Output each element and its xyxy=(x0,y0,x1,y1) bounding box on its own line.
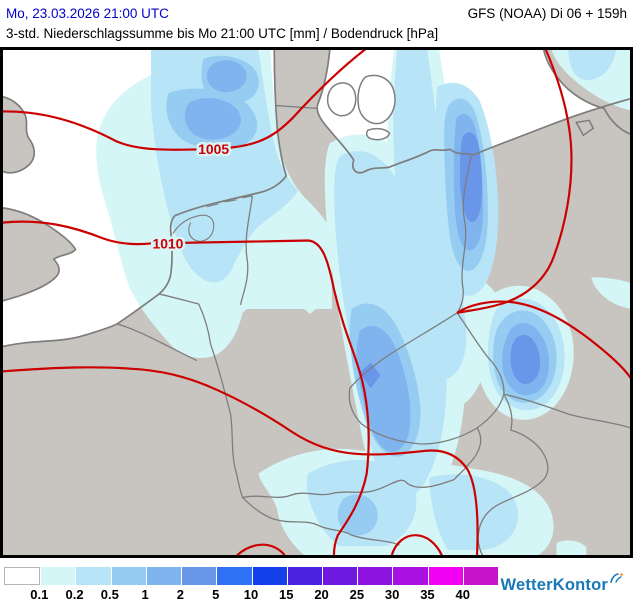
wetterkontor-logo[interactable]: WetterKontor xyxy=(500,573,623,595)
legend-threshold-15: 15 xyxy=(279,587,294,602)
legend-swatch-6 xyxy=(216,567,252,585)
legend-threshold-25: 25 xyxy=(349,587,365,602)
legend-swatch-10 xyxy=(357,567,393,585)
model-run-label: GFS (NOAA) Di 06 + 159h xyxy=(467,6,627,21)
netherlands-coast-detail xyxy=(172,195,253,242)
legend-threshold-10: 10 xyxy=(243,587,259,602)
map-datetime: Mo, 23.03.2026 21:00 UTC xyxy=(6,6,169,21)
legend-swatch-5 xyxy=(181,567,217,585)
legend-threshold-0.5: 0.5 xyxy=(100,587,119,602)
danish-islands xyxy=(326,74,595,141)
legend-threshold-1: 1 xyxy=(141,587,149,602)
legend-swatch-3 xyxy=(110,567,146,585)
legend-color-bar xyxy=(4,567,499,585)
country-borders xyxy=(117,104,631,556)
isobar-label-1005: 1005 xyxy=(198,141,229,157)
isobar-label-1010: 1010 xyxy=(152,235,183,251)
legend-swatch-2 xyxy=(75,567,111,585)
isobars xyxy=(2,49,631,556)
legend-swatch-0 xyxy=(4,567,41,585)
map-title: 3-std. Niederschlagssumme bis Mo 21:00 U… xyxy=(6,26,439,41)
header-row: Mo, 23.03.2026 21:00 UTC GFS (NOAA) Di 0… xyxy=(6,6,627,21)
legend-swatch-12 xyxy=(427,567,463,585)
legend-threshold-0.2: 0.2 xyxy=(65,587,84,602)
legend-swatch-8 xyxy=(286,567,322,585)
isobar-unlabeled-south xyxy=(2,366,479,556)
legend-threshold-0.1: 0.1 xyxy=(30,587,49,602)
weather-map: 1005 1010 xyxy=(0,47,633,558)
precip-level-5 xyxy=(359,132,541,389)
precipitation-pressure-map: 1005 1010 xyxy=(2,49,631,556)
isobar-alps-loop xyxy=(390,534,444,556)
legend-swatch-7 xyxy=(251,567,287,585)
legend-swatch-13 xyxy=(462,567,499,585)
legend-swatch-9 xyxy=(321,567,358,585)
legend-swatch-11 xyxy=(392,567,428,585)
isobar-1010 xyxy=(2,220,370,556)
isobar-labels: 1005 1010 xyxy=(150,139,232,254)
legend-swatch-1 xyxy=(40,567,76,585)
isobar-1005-east xyxy=(456,49,631,380)
legend-threshold-20: 20 xyxy=(314,587,329,602)
coastlines xyxy=(2,49,631,348)
legend-swatch-4 xyxy=(145,567,182,585)
precipitation-legend: 0.1 0.2 0.5 1 2 5 10 15 20 25 30 35 40 xyxy=(4,567,499,602)
legend-threshold-30: 30 xyxy=(384,587,400,602)
legend-threshold-5: 5 xyxy=(212,587,220,602)
legend-threshold-40: 40 xyxy=(455,587,470,602)
legend-threshold-35: 35 xyxy=(420,587,435,602)
isobar-alps-arc xyxy=(235,543,287,556)
legend-threshold-2: 2 xyxy=(176,587,185,602)
isobar-1005-west xyxy=(2,49,367,151)
legend-threshold-labels: 0.1 0.2 0.5 1 2 5 10 15 20 25 30 35 40 xyxy=(4,585,498,602)
brand-name: WetterKontor xyxy=(500,576,608,594)
brand-swoosh-icon xyxy=(610,573,623,583)
